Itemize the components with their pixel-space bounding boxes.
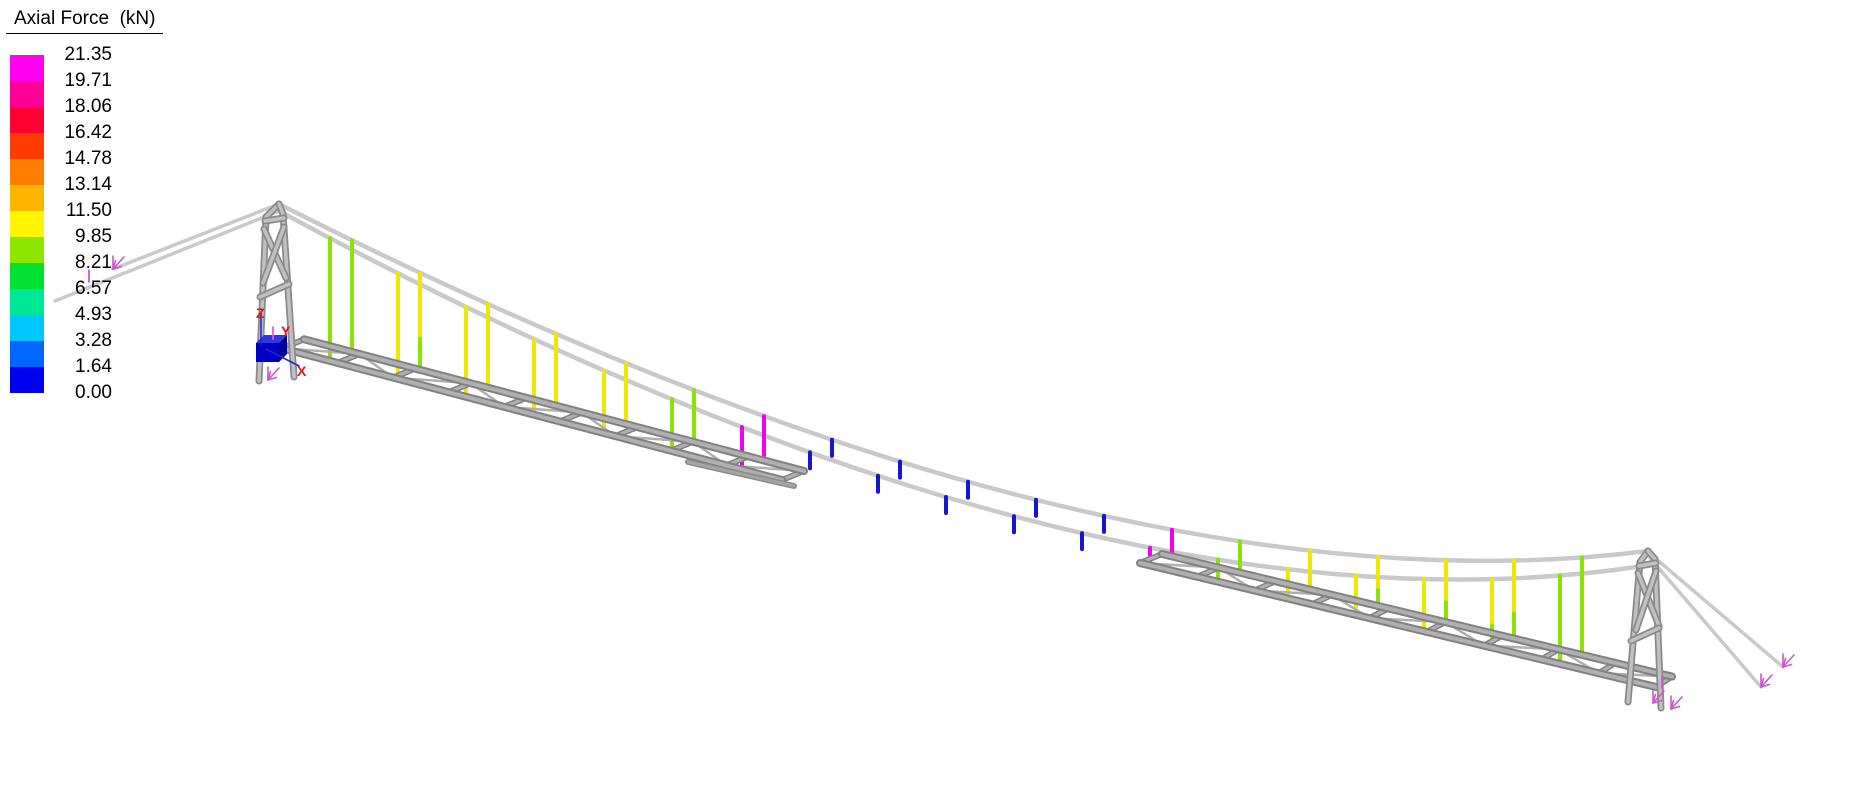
legend-color-band xyxy=(10,315,44,341)
legend-value-label: 6.57 xyxy=(75,278,112,299)
legend-value-label: 19.71 xyxy=(64,70,112,91)
stay-cable xyxy=(1646,550,1785,669)
pylons xyxy=(255,200,1665,712)
support-line xyxy=(112,256,125,270)
pylon-member xyxy=(263,216,286,223)
support-arrow-icon xyxy=(267,366,280,381)
pylon-member xyxy=(1629,626,1661,643)
legend-value-label: 18.06 xyxy=(64,96,112,117)
legend-value-label: 4.93 xyxy=(75,304,112,325)
legend-color-band xyxy=(10,263,44,289)
legend-value-label: 16.42 xyxy=(64,122,112,143)
main-cable-far xyxy=(276,201,1651,564)
pylon-member xyxy=(1653,557,1663,710)
legend-color-band xyxy=(10,133,44,159)
deck-rail xyxy=(302,337,806,473)
support-arrow-icon xyxy=(1670,695,1683,710)
legend-value-label: 13.14 xyxy=(64,174,112,195)
legend-color-band xyxy=(10,81,44,107)
cube-front-face xyxy=(256,343,279,362)
pylon-member xyxy=(1646,549,1657,561)
origin-cube xyxy=(256,335,287,362)
cube-top-face xyxy=(256,335,287,343)
legend-color-band xyxy=(10,237,44,263)
support-arrow-icon xyxy=(112,255,125,270)
axis-label-x: X xyxy=(297,363,307,379)
support-line xyxy=(267,367,280,381)
cube-side-face xyxy=(279,335,287,362)
legend-color-band xyxy=(10,211,44,237)
legend-color-band xyxy=(10,185,44,211)
legend-value-label: 3.28 xyxy=(75,330,112,351)
deck-rail xyxy=(1138,561,1658,689)
support-line xyxy=(1670,696,1683,710)
x-axis-line xyxy=(265,348,300,367)
support-line xyxy=(1782,663,1793,668)
pylon-member xyxy=(281,212,296,379)
deck-overhang xyxy=(686,460,796,488)
legend-color-band xyxy=(10,367,44,393)
support-symbols xyxy=(88,255,1795,710)
stay-cables xyxy=(53,202,1785,689)
main-cable-near xyxy=(276,208,1646,582)
legend-value-label: 11.50 xyxy=(65,200,112,221)
legend-value-label: 14.78 xyxy=(64,148,112,169)
legend-color-band xyxy=(10,107,44,133)
pylon-member xyxy=(1634,569,1658,632)
legend-value-label: 0.00 xyxy=(75,382,112,403)
support-line xyxy=(1652,699,1663,704)
deck-rail xyxy=(280,346,784,482)
legend-value-label: 1.64 xyxy=(75,356,112,377)
legend-value-label: 8.21 xyxy=(75,252,112,273)
axis-triad xyxy=(260,312,300,367)
support-line xyxy=(1760,674,1773,688)
legend-title: Axial Force (kN) xyxy=(6,8,164,34)
pylon-member xyxy=(1637,561,1658,568)
stay-cable xyxy=(1648,556,1763,689)
axis-label-y: Y xyxy=(281,323,291,339)
misc-members xyxy=(685,459,797,489)
pylon-member xyxy=(277,202,285,216)
deck-girders xyxy=(278,335,1676,691)
hangers xyxy=(328,236,1584,666)
axis-label-z: Z xyxy=(256,305,265,321)
legend-panel: Axial Force (kN) 21.35 19.71 18.06 16.42 14.… xyxy=(0,0,180,420)
support-line xyxy=(112,265,123,270)
support-arrow-icon xyxy=(1760,673,1773,688)
support-line xyxy=(1670,705,1681,710)
pylon-member xyxy=(258,282,291,299)
support-line xyxy=(1652,690,1665,704)
stay-cable xyxy=(53,209,281,303)
deck-rail xyxy=(1160,552,1674,679)
legend-color-band xyxy=(10,55,44,81)
legend-value-label: 21.35 xyxy=(64,44,112,65)
legend-color-band xyxy=(10,341,44,367)
support-line xyxy=(1782,654,1795,668)
main-cables xyxy=(276,201,1651,582)
legend-color-band xyxy=(10,289,44,315)
legend-value-label: 9.85 xyxy=(75,226,112,247)
support-arrow-icon xyxy=(1652,689,1665,704)
support-arrow-icon xyxy=(1782,653,1795,668)
pylon-member xyxy=(261,225,286,285)
legend-color-band xyxy=(10,159,44,185)
support-line xyxy=(267,376,278,381)
support-line xyxy=(1760,683,1771,688)
stay-cable xyxy=(111,202,281,271)
